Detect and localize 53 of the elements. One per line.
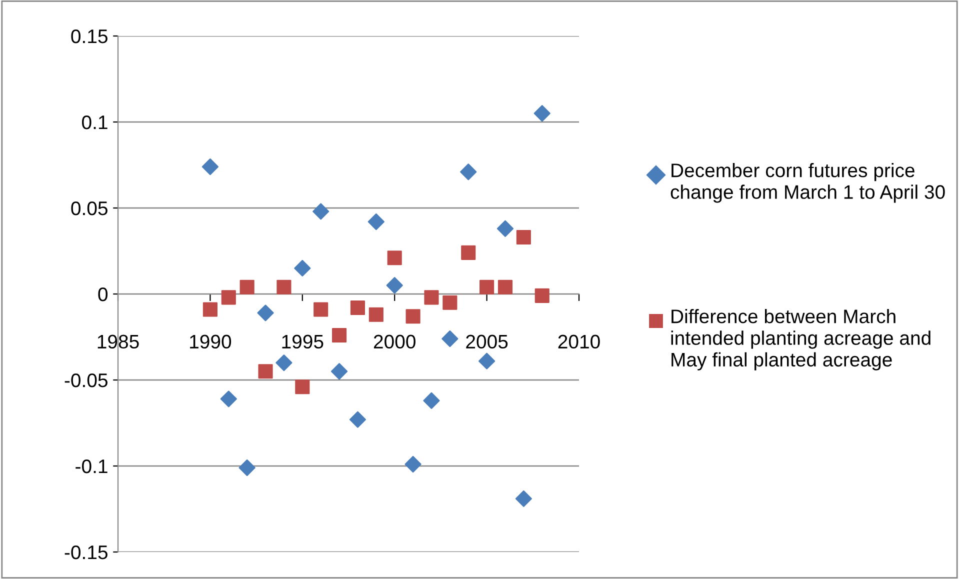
point	[516, 230, 531, 245]
point	[498, 280, 513, 294]
point	[423, 392, 440, 409]
y-tick-label: 0	[98, 287, 108, 302]
y-tick-label: 0.15	[71, 29, 108, 44]
x-tick-label: 2010	[558, 334, 600, 349]
point	[515, 490, 532, 507]
point	[332, 328, 347, 343]
x-tick-label: 1985	[98, 334, 139, 349]
point	[276, 354, 292, 372]
y-tick-label: 0.05	[71, 201, 108, 216]
point	[496, 220, 514, 237]
point	[240, 280, 254, 294]
point	[461, 245, 476, 260]
point	[202, 158, 218, 176]
point	[387, 250, 402, 266]
point	[424, 290, 439, 305]
point	[330, 363, 348, 380]
point	[442, 330, 458, 348]
point	[368, 307, 384, 322]
x-tick-label: 1995	[282, 334, 324, 349]
point	[294, 260, 311, 276]
x-tick-label: 2005	[466, 334, 508, 349]
x-tick-label: 2000	[374, 334, 416, 349]
point	[349, 411, 366, 428]
point	[314, 302, 328, 317]
point	[534, 288, 550, 304]
y-tick-label: 0.1	[82, 115, 108, 130]
point	[442, 295, 458, 310]
point	[276, 280, 292, 294]
point	[480, 280, 494, 294]
legend-label: December corn futures price change from March 1 to April 30	[670, 163, 945, 203]
point	[534, 105, 550, 122]
point	[350, 300, 366, 316]
point	[404, 456, 422, 473]
point	[220, 390, 237, 408]
point	[312, 203, 330, 220]
point	[202, 302, 218, 317]
y-tick-label: -0.1	[76, 459, 108, 474]
legend-label: Difference between March intended planting acreage and May final planted acreage	[671, 309, 930, 370]
y-tick-label: -0.15	[64, 545, 108, 560]
y-tick-label: -0.05	[64, 373, 108, 388]
point	[221, 290, 236, 305]
point	[386, 277, 403, 294]
point	[295, 380, 310, 394]
point	[478, 352, 496, 370]
point	[258, 364, 273, 379]
x-tick-label: 1990	[190, 334, 232, 349]
point	[406, 309, 420, 324]
point	[368, 213, 384, 230]
point	[460, 164, 477, 180]
point	[238, 459, 256, 476]
point	[257, 304, 274, 322]
